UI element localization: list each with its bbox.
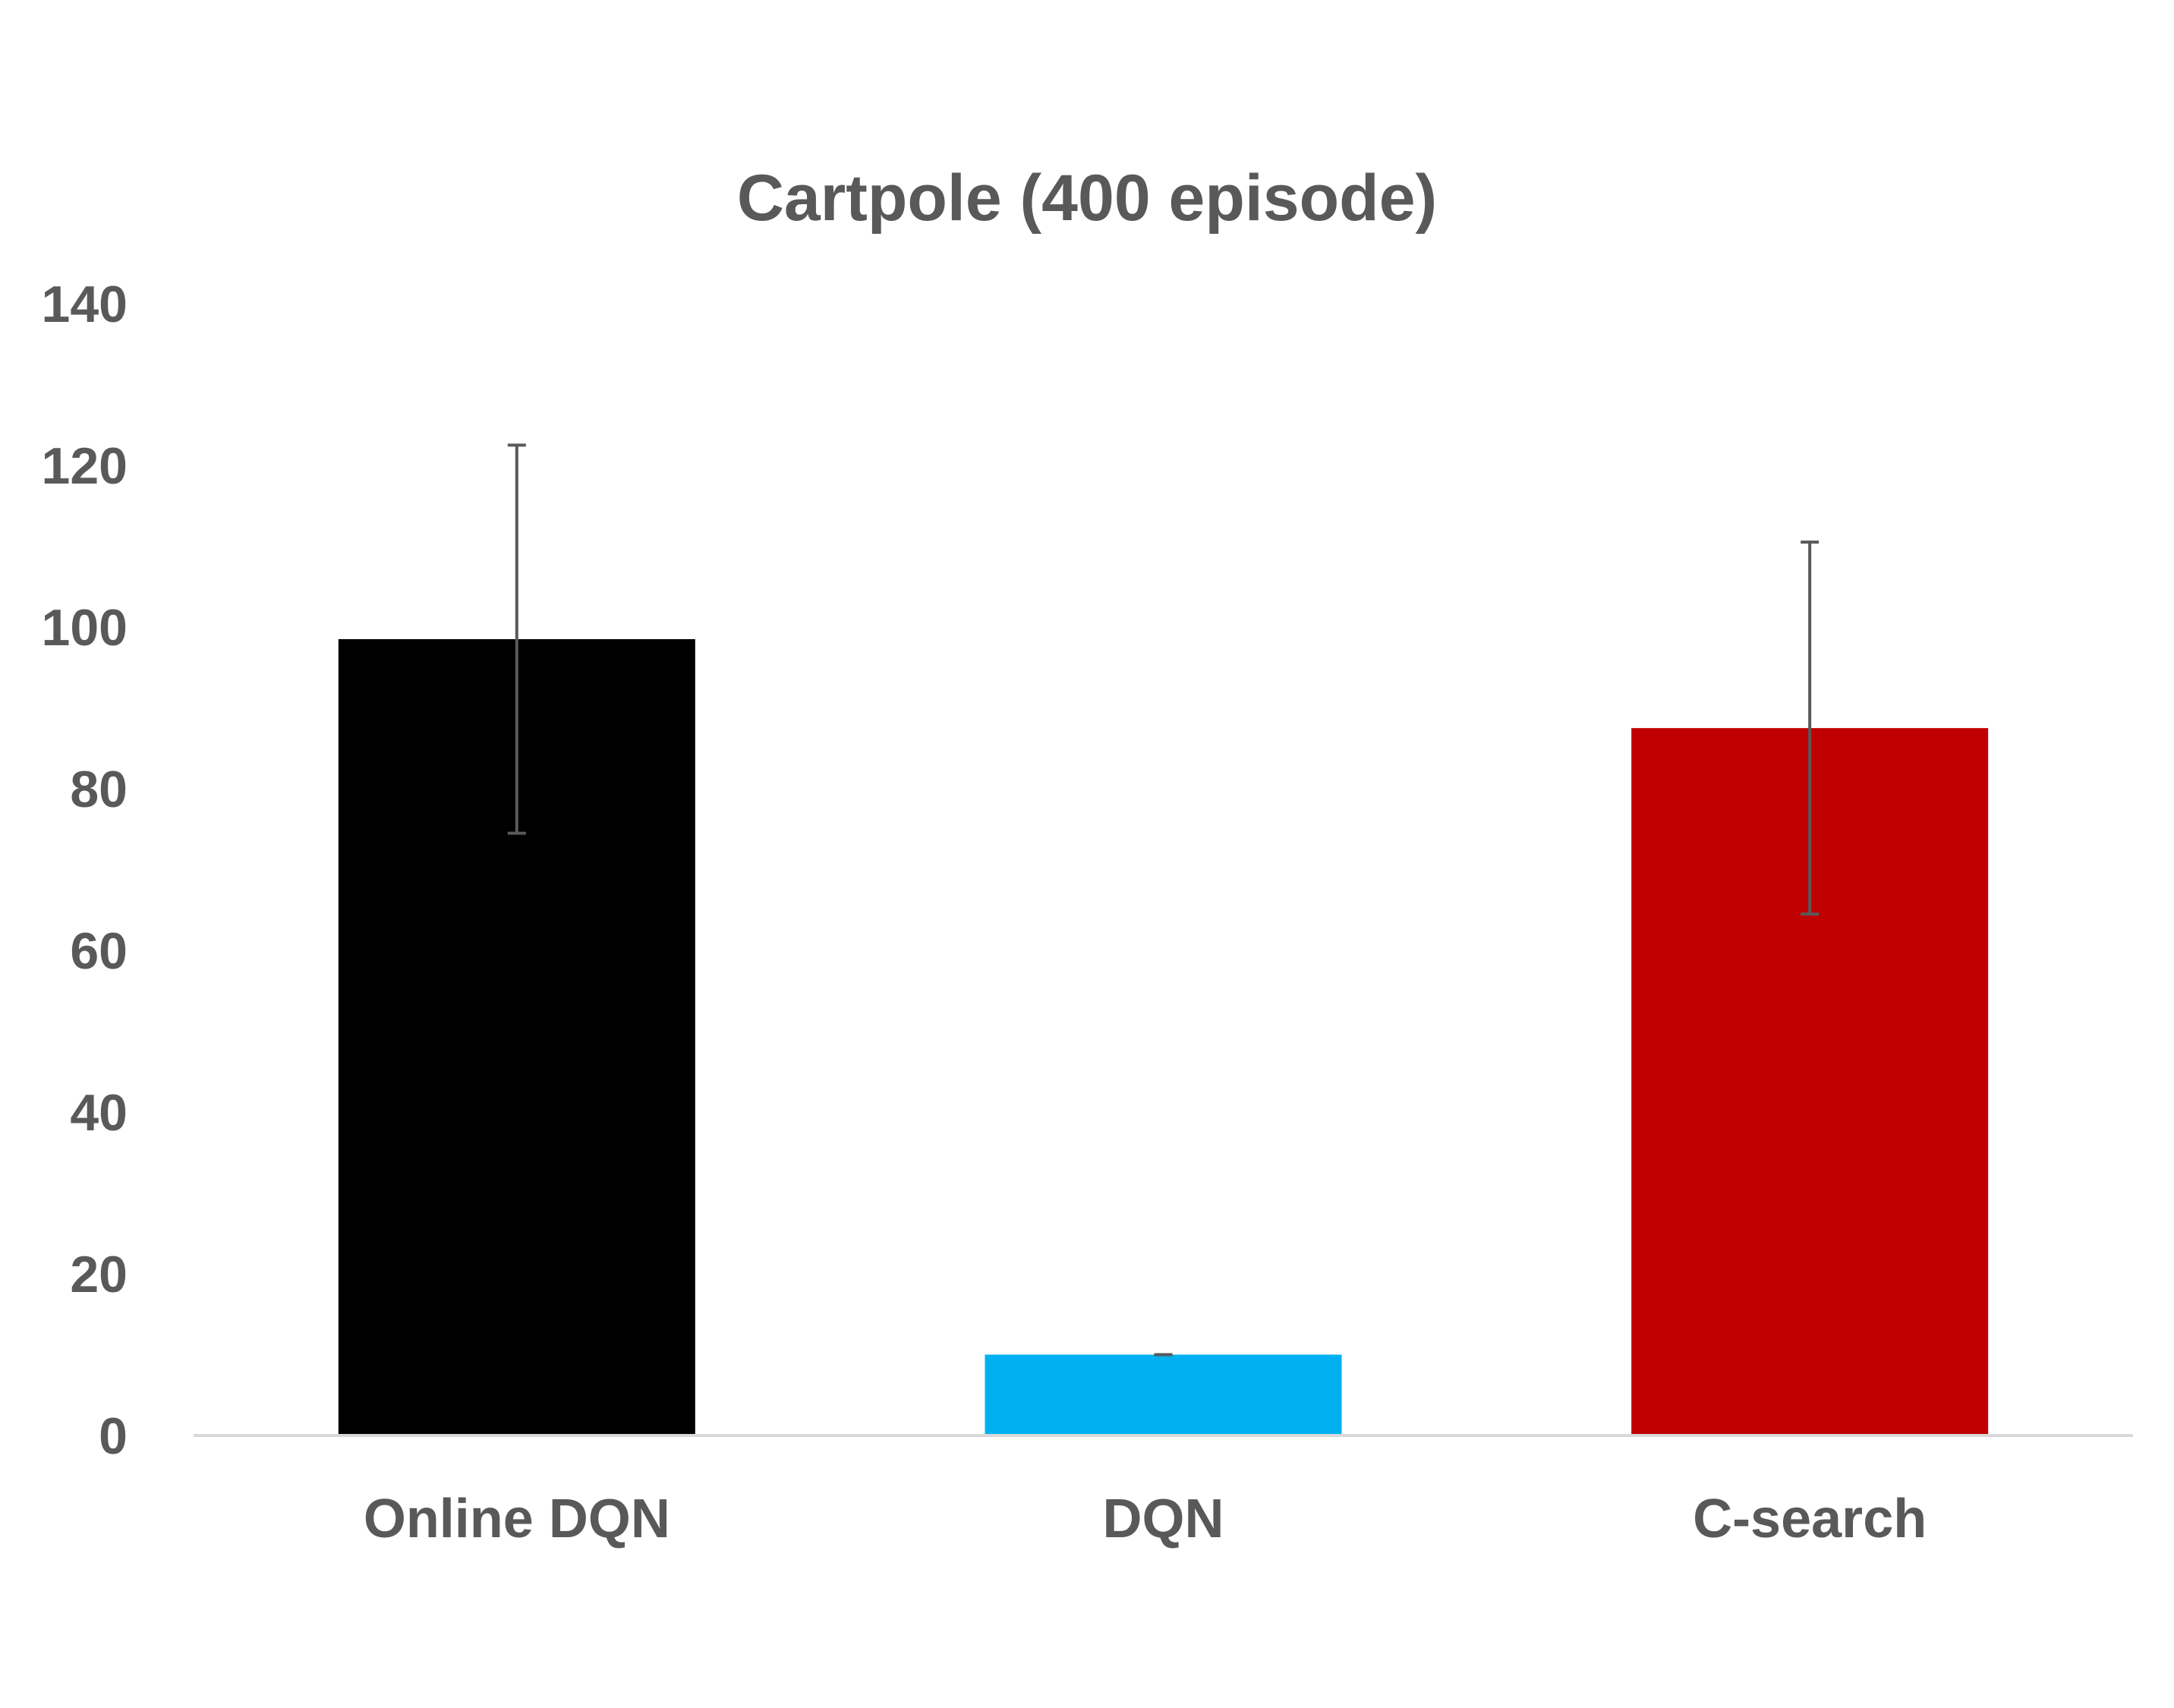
y-tick-label: 140 bbox=[42, 276, 128, 333]
error-bar bbox=[1801, 540, 1820, 916]
bar bbox=[985, 1354, 1342, 1435]
y-tick-label: 40 bbox=[70, 1084, 128, 1142]
y-tick-label: 120 bbox=[42, 437, 128, 495]
y-axis: 0 20 40 60 80 100 120 140 bbox=[42, 276, 128, 1465]
y-tick-label: 80 bbox=[70, 761, 128, 818]
y-tick-label: 60 bbox=[70, 922, 128, 980]
y-tick-label: 20 bbox=[70, 1246, 128, 1303]
error-bars bbox=[507, 443, 1820, 1357]
y-tick-label: 0 bbox=[99, 1407, 128, 1465]
x-tick-label: Online DQN bbox=[364, 1489, 670, 1549]
error-bar bbox=[507, 443, 526, 835]
x-axis: Online DQN DQN C-search bbox=[364, 1489, 1927, 1549]
bars bbox=[338, 638, 1989, 1435]
chart-title: Cartpole (400 episode) bbox=[737, 162, 1437, 235]
x-tick-label: C-search bbox=[1693, 1489, 1927, 1549]
x-tick-label: DQN bbox=[1103, 1489, 1224, 1549]
y-tick-label: 100 bbox=[42, 599, 128, 657]
